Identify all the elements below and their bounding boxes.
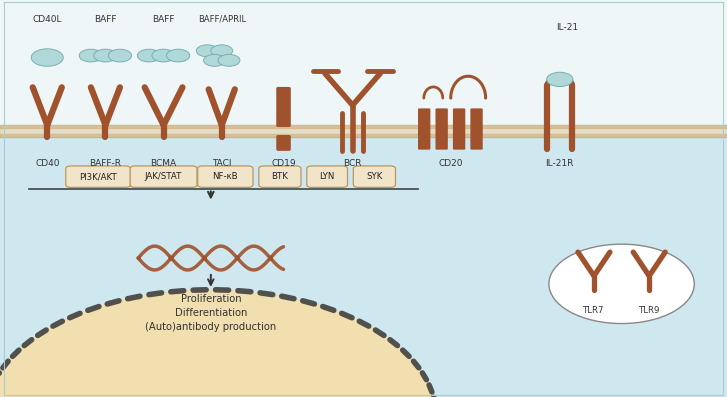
Text: CD40L: CD40L: [33, 15, 62, 24]
Circle shape: [152, 49, 175, 62]
Circle shape: [79, 49, 103, 62]
Text: BCR: BCR: [343, 159, 362, 168]
Text: SYK: SYK: [366, 172, 382, 181]
Circle shape: [211, 45, 233, 57]
FancyBboxPatch shape: [353, 166, 395, 187]
Text: BAFF: BAFF: [95, 15, 116, 24]
Text: TLR9: TLR9: [638, 306, 660, 315]
Text: IL-21R: IL-21R: [545, 159, 574, 168]
FancyBboxPatch shape: [435, 108, 448, 150]
Circle shape: [547, 72, 573, 87]
Text: Proliferation: Proliferation: [180, 294, 241, 304]
FancyBboxPatch shape: [65, 166, 130, 187]
Text: (Auto)antibody production: (Auto)antibody production: [145, 322, 276, 331]
Text: TLR7: TLR7: [583, 306, 605, 315]
Text: NF-κB: NF-κB: [212, 172, 238, 181]
Circle shape: [196, 45, 218, 57]
Text: BCMA: BCMA: [150, 159, 177, 168]
FancyBboxPatch shape: [418, 108, 430, 150]
Text: BAFF-R: BAFF-R: [89, 159, 121, 168]
Text: CD20: CD20: [438, 159, 463, 168]
FancyBboxPatch shape: [453, 108, 465, 150]
FancyBboxPatch shape: [0, 0, 727, 137]
FancyBboxPatch shape: [198, 166, 253, 187]
FancyBboxPatch shape: [307, 166, 348, 187]
Text: TACI: TACI: [212, 159, 231, 168]
Text: JAK/STAT: JAK/STAT: [145, 172, 182, 181]
Text: CD19: CD19: [271, 159, 296, 168]
Circle shape: [137, 49, 161, 62]
Circle shape: [94, 49, 117, 62]
Polygon shape: [0, 290, 436, 397]
FancyBboxPatch shape: [276, 135, 291, 151]
Text: CD40: CD40: [35, 159, 60, 168]
Circle shape: [166, 49, 190, 62]
Circle shape: [204, 54, 225, 66]
FancyBboxPatch shape: [470, 108, 483, 150]
Text: Differentiation: Differentiation: [174, 308, 247, 318]
Circle shape: [31, 49, 63, 66]
Text: BAFF/APRIL: BAFF/APRIL: [198, 15, 246, 24]
Text: LYN: LYN: [319, 172, 335, 181]
Circle shape: [108, 49, 132, 62]
Circle shape: [549, 244, 694, 324]
FancyBboxPatch shape: [259, 166, 301, 187]
Text: BAFF: BAFF: [153, 15, 174, 24]
FancyBboxPatch shape: [276, 87, 291, 127]
Text: IL-21: IL-21: [556, 23, 578, 32]
Circle shape: [218, 54, 240, 66]
Text: BTK: BTK: [271, 172, 289, 181]
FancyBboxPatch shape: [130, 166, 197, 187]
Text: PI3K/AKT: PI3K/AKT: [79, 172, 117, 181]
